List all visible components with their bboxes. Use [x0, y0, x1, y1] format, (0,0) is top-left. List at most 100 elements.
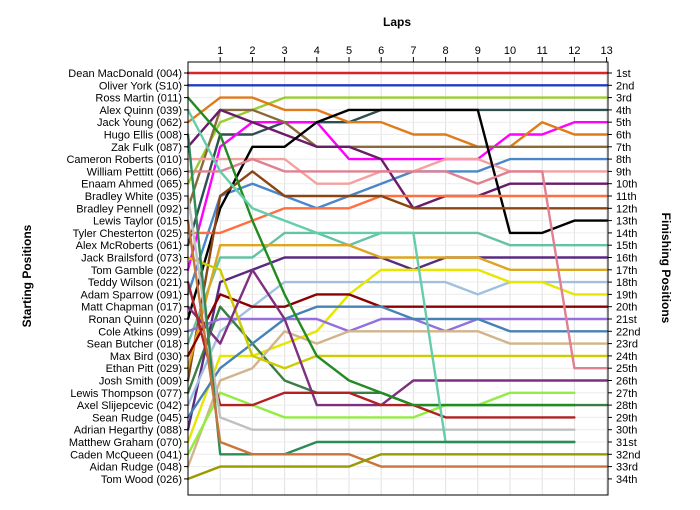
finishing-position-label: 34th — [616, 474, 637, 486]
series-line — [186, 330, 608, 468]
series-line — [186, 293, 608, 358]
starting-position-label: Jack Brailsford (073) — [81, 253, 182, 265]
series-line — [186, 170, 608, 382]
finishing-position-label: 7th — [616, 142, 631, 154]
series-line — [186, 194, 608, 235]
series-line — [186, 305, 608, 419]
series-line — [186, 256, 608, 370]
left-axis-title: Starting Positions — [20, 224, 34, 327]
starting-position-label: Adam Sparrow (091) — [81, 289, 183, 301]
starting-position-label: Sean Butcher (018) — [87, 339, 182, 351]
finishing-position-label: 4th — [616, 105, 631, 117]
finishing-position-label: 10th — [616, 179, 637, 191]
starting-position-label: Tom Wood (026) — [101, 474, 182, 486]
starting-position-label: Ross Martin (011) — [95, 93, 182, 105]
finishing-position-label: 11th — [616, 191, 637, 203]
x-tick-label: 6 — [378, 45, 384, 57]
finishing-position-label: 3rd — [616, 93, 632, 105]
finishing-position-label: 2nd — [616, 80, 634, 92]
series-line — [186, 194, 576, 431]
starting-position-labels: Dean MacDonald (004)Oliver York (S10)Ros… — [66, 68, 188, 486]
starting-position-label: Caden McQueen (041) — [70, 449, 182, 461]
starting-position-label: Lewis Thompson (077) — [70, 388, 182, 400]
plot-frame — [187, 61, 609, 496]
starting-position-label: Ronan Quinn (020) — [88, 314, 182, 326]
starting-position-label: Max Bird (030) — [110, 351, 182, 363]
starting-position-label: Dean MacDonald (004) — [68, 68, 182, 80]
finishing-position-label: 20th — [616, 302, 637, 314]
x-axis-title: Laps — [383, 15, 411, 29]
series-line — [186, 108, 608, 321]
finishing-position-label: 17th — [616, 265, 637, 277]
series-line — [186, 243, 608, 370]
finishing-position-label: 33rd — [616, 462, 638, 474]
starting-position-label: Matthew Graham (070) — [69, 437, 182, 449]
finishing-position-label: 16th — [616, 253, 637, 265]
series-line — [186, 157, 608, 296]
right-axis-title: Finishing Positions — [659, 213, 673, 324]
finishing-position-label: 30th — [616, 425, 637, 437]
x-tick-label: 10 — [504, 45, 516, 57]
series-line — [186, 231, 608, 345]
series-lines — [186, 71, 608, 481]
starting-position-label: Cameron Roberts (010) — [66, 154, 182, 166]
finishing-position-label: 18th — [616, 277, 637, 289]
series-line — [186, 96, 608, 185]
x-tick-label: 12 — [568, 45, 580, 57]
series-line — [186, 157, 608, 370]
series-line — [186, 256, 608, 431]
finishing-position-label: 19th — [616, 289, 637, 301]
x-tick-label: 1 — [217, 45, 223, 57]
x-tick-label: 11 — [536, 45, 547, 57]
starting-position-label: William Pettitt (066) — [87, 166, 182, 178]
x-tick-label: 7 — [410, 45, 416, 57]
finishing-position-label: 9th — [616, 166, 631, 178]
finishing-position-label: 23rd — [616, 339, 638, 351]
finishing-position-label: 8th — [616, 154, 631, 166]
finishing-position-label: 5th — [616, 117, 631, 129]
starting-position-label: Oliver York (S10) — [99, 80, 182, 92]
x-tick-label: 2 — [249, 45, 255, 57]
starting-position-label: Adrian Hegarthy (088) — [74, 425, 182, 437]
finishing-position-label: 22nd — [616, 326, 640, 338]
finishing-position-label: 15th — [616, 240, 637, 252]
series-line — [186, 96, 608, 149]
series-line — [186, 120, 608, 271]
starting-position-label: Tyler Chesterton (025) — [73, 228, 182, 240]
x-tick-label: 9 — [475, 45, 481, 57]
starting-position-label: Teddy Wilson (021) — [88, 277, 182, 289]
x-tick-label: 8 — [443, 45, 449, 57]
starting-position-label: Aidan Rudge (048) — [90, 462, 182, 474]
starting-position-label: Jack Young (062) — [97, 117, 182, 129]
finishing-position-label: 6th — [616, 130, 631, 142]
starting-position-label: Alex McRoberts (061) — [76, 240, 182, 252]
finishing-position-label: 29th — [616, 412, 637, 424]
series-line — [186, 108, 608, 210]
starting-position-label: Bradley White (035) — [85, 191, 182, 203]
starting-position-label: Axel Slijepcevic (042) — [77, 400, 182, 412]
starting-position-label: Josh Smith (009) — [99, 376, 182, 388]
finishing-position-label: 31st — [616, 437, 637, 449]
series-line — [186, 280, 576, 419]
series-line — [186, 96, 576, 407]
finishing-position-label: 32nd — [616, 449, 640, 461]
x-tick-label: 4 — [314, 45, 320, 57]
series-line — [186, 219, 608, 468]
starting-position-label: Alex Quinn (039) — [99, 105, 182, 117]
finishing-position-label: 25th — [616, 363, 637, 375]
finishing-position-label: 26th — [616, 376, 637, 388]
finishing-position-label: 1st — [616, 68, 631, 80]
starting-position-label: Sean Rudge (045) — [92, 412, 182, 424]
series-line — [186, 268, 608, 444]
series-line — [186, 268, 608, 407]
finishing-position-label: 28th — [616, 400, 637, 412]
finishing-position-label: 21st — [616, 314, 637, 326]
x-tick-labels: 1 2 3 4 5 6 7 8 9 10 11 12 13 — [217, 45, 613, 62]
series-line — [186, 453, 608, 481]
starting-position-label: Hugo Ellis (008) — [104, 130, 182, 142]
finishing-position-label: 27th — [616, 388, 637, 400]
finishing-position-label: 12th — [616, 203, 637, 215]
series-line — [186, 317, 608, 333]
